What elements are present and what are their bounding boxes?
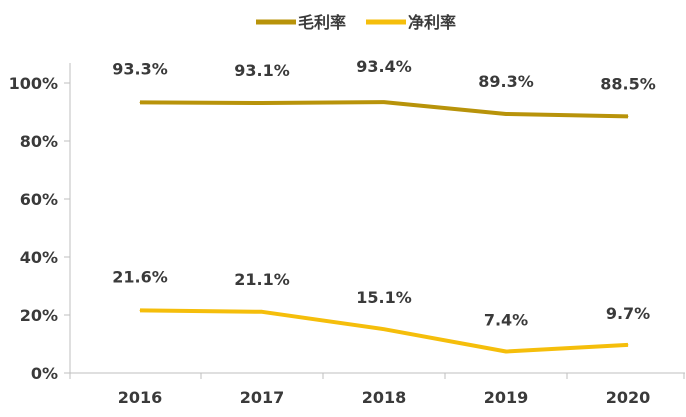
- y-tick-label: 20%: [20, 306, 58, 325]
- x-tick-label: 2017: [240, 388, 285, 407]
- data-point: [505, 351, 507, 353]
- data-point: [261, 102, 263, 104]
- y-tick-label: 60%: [20, 190, 58, 209]
- x-tick-label: 2018: [362, 388, 407, 407]
- y-tick-label: 80%: [20, 132, 58, 151]
- data-label: 21.1%: [234, 270, 290, 289]
- data-label: 89.3%: [478, 72, 534, 91]
- series-line-1: [139, 308, 629, 354]
- data-point: [627, 344, 629, 346]
- data-point: [139, 309, 141, 311]
- data-label: 9.7%: [606, 304, 650, 323]
- data-point: [627, 115, 629, 117]
- x-axis: 2016 2017 2018 2019 2020: [69, 372, 685, 407]
- y-tick-label: 40%: [20, 248, 58, 267]
- data-label: 93.3%: [112, 59, 168, 78]
- data-label: 21.6%: [112, 267, 168, 286]
- x-tick-label: 2019: [484, 388, 529, 407]
- data-point: [383, 101, 385, 103]
- x-tick-label: 2016: [118, 388, 163, 407]
- y-axis: 0% 20% 40% 60% 80% 100%: [9, 63, 71, 383]
- data-label: 15.1%: [356, 288, 412, 307]
- y-tick-label: 0%: [31, 364, 58, 383]
- data-labels: 93.3% 93.1% 93.4% 89.3% 88.5% 21.6% 21.1% 15.1%…: [112, 57, 656, 329]
- legend: 毛利率 净利率: [256, 13, 456, 32]
- data-label: 93.1%: [234, 61, 290, 80]
- data-label: 88.5%: [600, 74, 656, 93]
- data-point: [505, 113, 507, 115]
- legend-label: 净利率: [408, 13, 456, 32]
- legend-label: 毛利率: [298, 13, 346, 32]
- x-tick-label: 2020: [606, 388, 651, 407]
- series-line-0: [139, 100, 629, 119]
- y-tick-label: 100%: [9, 74, 58, 93]
- data-point: [261, 311, 263, 313]
- series-layer: [139, 100, 629, 354]
- data-point: [383, 328, 385, 330]
- data-label: 7.4%: [484, 311, 528, 330]
- data-point: [139, 101, 141, 103]
- data-label: 93.4%: [356, 57, 412, 76]
